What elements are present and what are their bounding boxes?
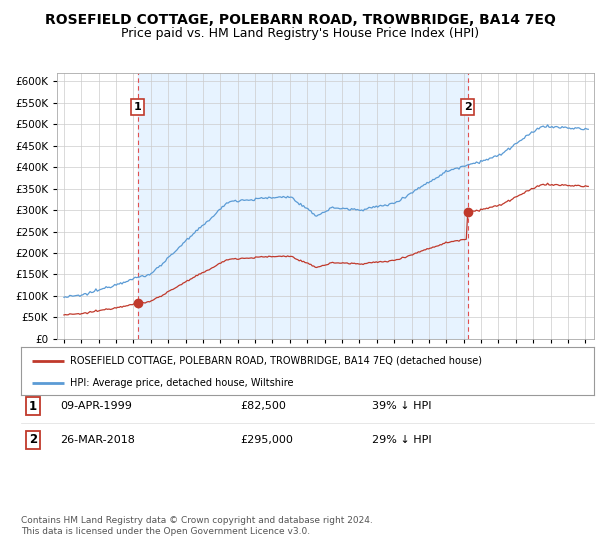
Bar (138, 73, 467, 339)
Text: 1: 1 (134, 102, 142, 112)
Text: Contains HM Land Registry data © Crown copyright and database right 2024.
This d: Contains HM Land Registry data © Crown c… (21, 516, 373, 536)
Text: £82,500: £82,500 (240, 401, 286, 411)
Text: 26-MAR-2018: 26-MAR-2018 (60, 435, 135, 445)
Text: £295,000: £295,000 (240, 435, 293, 445)
Text: HPI: Average price, detached house, Wiltshire: HPI: Average price, detached house, Wilt… (70, 378, 293, 388)
Text: 29% ↓ HPI: 29% ↓ HPI (372, 435, 431, 445)
Text: 2: 2 (29, 433, 37, 446)
Text: 1: 1 (29, 399, 37, 413)
Text: 09-APR-1999: 09-APR-1999 (60, 401, 132, 411)
Text: 39% ↓ HPI: 39% ↓ HPI (372, 401, 431, 411)
Text: 2: 2 (464, 102, 472, 112)
Text: ROSEFIELD COTTAGE, POLEBARN ROAD, TROWBRIDGE, BA14 7EQ: ROSEFIELD COTTAGE, POLEBARN ROAD, TROWBR… (44, 13, 556, 27)
Text: Price paid vs. HM Land Registry's House Price Index (HPI): Price paid vs. HM Land Registry's House … (121, 27, 479, 40)
Text: ROSEFIELD COTTAGE, POLEBARN ROAD, TROWBRIDGE, BA14 7EQ (detached house): ROSEFIELD COTTAGE, POLEBARN ROAD, TROWBR… (70, 356, 482, 366)
